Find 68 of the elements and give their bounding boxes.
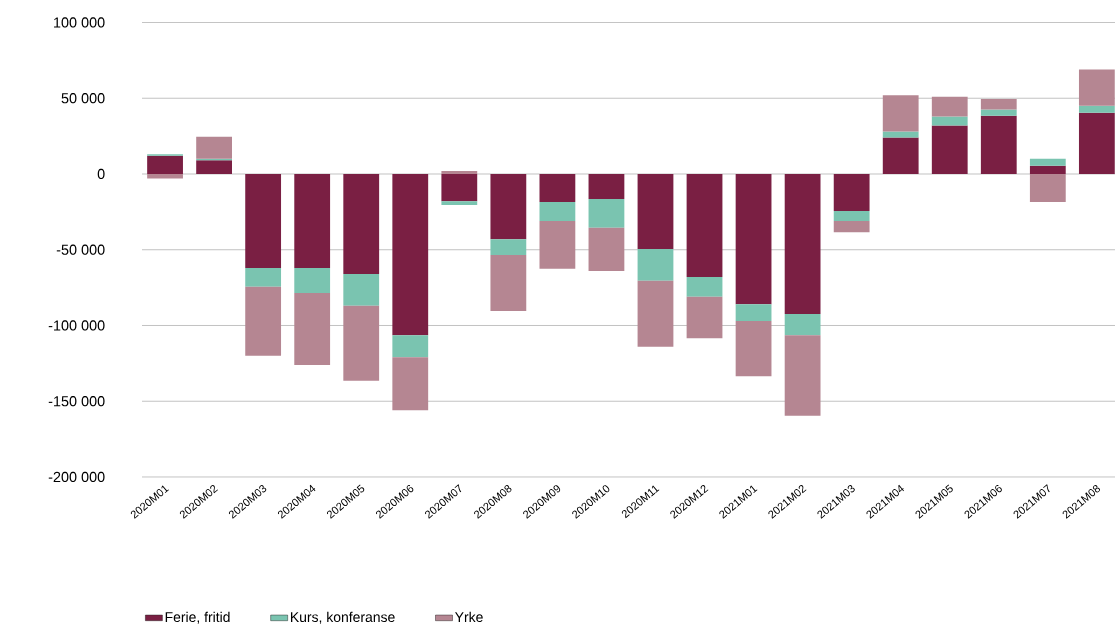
bar — [833, 173, 870, 212]
y-tick-label: -200 000 — [48, 471, 105, 483]
bar — [1029, 158, 1066, 166]
bar — [686, 296, 723, 339]
bar — [245, 267, 282, 287]
bar — [686, 277, 723, 297]
bar — [833, 220, 870, 233]
bar — [392, 357, 429, 411]
bar — [392, 173, 429, 336]
bar — [539, 173, 576, 203]
bar — [343, 173, 380, 274]
bar — [882, 137, 919, 174]
bar — [588, 198, 625, 228]
bar — [735, 320, 772, 377]
bar — [980, 109, 1017, 116]
bar — [882, 131, 919, 138]
bar — [1029, 165, 1066, 174]
bar — [784, 173, 821, 315]
bar — [1078, 112, 1115, 174]
y-tick-label: -50 000 — [56, 244, 105, 255]
bar — [588, 173, 625, 199]
y-tick-label: 50 000 — [61, 93, 105, 104]
bar — [637, 248, 674, 281]
bar — [539, 202, 576, 221]
bar — [931, 96, 968, 117]
bar — [735, 304, 772, 321]
bar — [147, 173, 183, 179]
bar — [294, 267, 331, 293]
bar — [343, 305, 380, 381]
legend-label: Yrke — [455, 611, 483, 623]
bar — [686, 173, 723, 278]
bar — [490, 239, 527, 256]
bar — [882, 95, 919, 132]
bar — [196, 160, 232, 174]
bar — [980, 115, 1017, 174]
y-tick-label: 100 000 — [54, 17, 105, 28]
bar — [931, 125, 968, 174]
bar — [343, 273, 380, 306]
bar — [539, 220, 576, 269]
bar — [1078, 105, 1115, 113]
bar — [784, 314, 821, 336]
bar — [931, 116, 968, 126]
bar — [784, 335, 821, 416]
bar — [980, 98, 1017, 110]
bar — [294, 173, 331, 268]
bar — [441, 173, 478, 202]
bar — [441, 201, 478, 206]
bar — [294, 292, 331, 365]
bar — [392, 335, 429, 358]
bar — [735, 173, 772, 305]
bar — [1029, 173, 1066, 203]
bar — [833, 211, 870, 221]
bar — [637, 173, 674, 249]
y-tick-label: -150 000 — [48, 396, 105, 407]
legend-label: Ferie, fritid — [165, 611, 230, 624]
legend-label: Kurs, konferanse — [291, 611, 395, 624]
bar — [1078, 69, 1115, 106]
bar — [637, 280, 674, 347]
bar — [196, 136, 232, 159]
y-tick-label: 0 — [97, 168, 105, 180]
bar — [490, 255, 527, 312]
bar — [441, 170, 478, 174]
bar — [245, 173, 282, 268]
bar — [245, 286, 282, 356]
bar — [490, 173, 527, 240]
bar — [147, 155, 183, 174]
y-tick-label: -100 000 — [48, 320, 105, 331]
bar — [588, 227, 625, 271]
